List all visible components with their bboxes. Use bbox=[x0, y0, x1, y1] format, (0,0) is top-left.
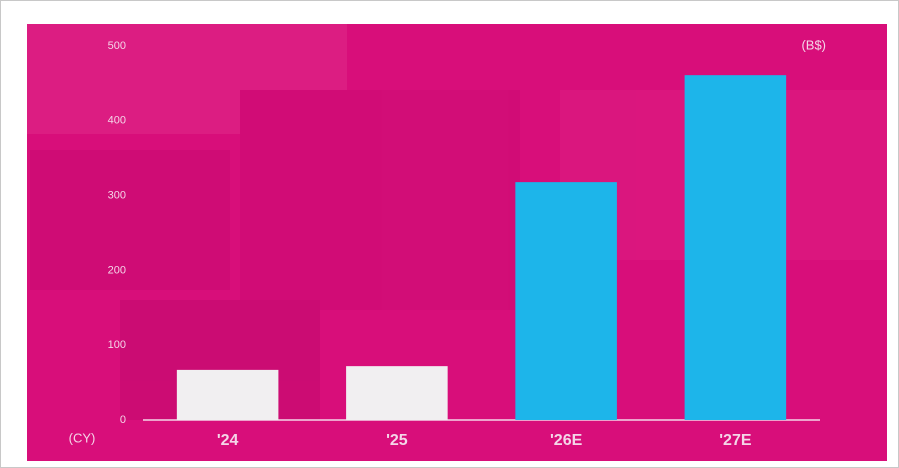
y-tick-label: 0 bbox=[120, 414, 126, 426]
y-tick-label: 200 bbox=[108, 264, 126, 276]
bar bbox=[515, 182, 617, 420]
bg-shape bbox=[30, 150, 230, 290]
bar bbox=[176, 369, 279, 420]
x-tick-label: '27E bbox=[719, 432, 752, 449]
x-tick-label: '24 bbox=[217, 432, 239, 449]
unit-label: (B$) bbox=[801, 37, 826, 52]
y-tick-label: 500 bbox=[108, 40, 126, 52]
bar bbox=[684, 75, 787, 420]
y-tick-label: 400 bbox=[108, 115, 126, 127]
background-shapes bbox=[27, 24, 887, 420]
y-tick-label: 300 bbox=[108, 190, 126, 202]
x-tick-label: '25 bbox=[386, 432, 408, 449]
x-tick-label: '26E bbox=[550, 432, 583, 449]
bar bbox=[346, 366, 448, 420]
x-axis-label: (CY) bbox=[69, 430, 96, 445]
bg-shape bbox=[240, 90, 520, 310]
bg-shape bbox=[27, 24, 347, 134]
y-tick-label: 100 bbox=[108, 339, 126, 351]
